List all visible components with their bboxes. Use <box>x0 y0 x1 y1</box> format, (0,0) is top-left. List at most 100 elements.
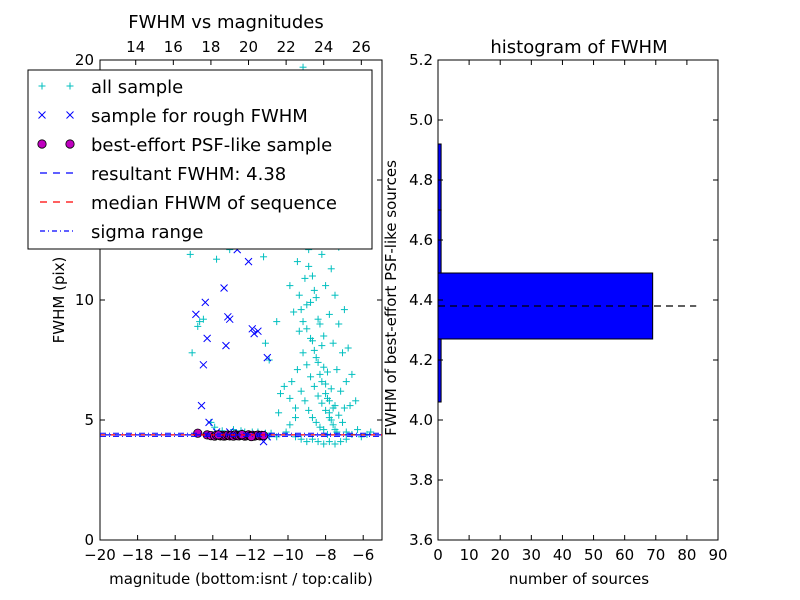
histogram-x-tick-label: 70 <box>646 546 665 564</box>
legend-label-rough-fwhm: sample for rough FWHM <box>91 106 308 127</box>
all-sample-point <box>286 421 294 429</box>
legend-marker-2 <box>38 111 46 119</box>
all-sample-point <box>301 397 309 405</box>
all-sample-point <box>348 370 356 378</box>
rough-fwhm-point-b <box>222 341 230 350</box>
all-sample-point <box>322 282 330 290</box>
all-sample-point <box>312 354 320 362</box>
rough-fwhm-point-b <box>244 257 253 266</box>
rough-fwhm-point <box>244 257 253 266</box>
rough-fwhm-point <box>201 298 210 307</box>
all-sample-point <box>303 438 311 446</box>
rough-fwhm-point-b <box>254 327 262 336</box>
all-sample-point <box>290 308 298 316</box>
all-sample-point <box>288 378 296 386</box>
rough-fwhm-point <box>197 401 206 410</box>
all-sample-point <box>188 349 196 357</box>
all-sample-point <box>273 318 281 326</box>
all-sample-point <box>308 414 316 422</box>
all-sample-point <box>354 426 362 434</box>
histogram-y-tick-label: 4.4 <box>409 291 433 309</box>
all-sample-point <box>308 272 316 280</box>
all-sample-point <box>310 286 318 294</box>
all-sample-point <box>352 397 360 405</box>
scatter-x-tick-label: −6 <box>352 546 374 564</box>
all-sample-point <box>297 435 305 443</box>
all-sample-point <box>340 404 348 412</box>
all-sample-point <box>293 258 301 266</box>
all-sample-point <box>295 291 303 299</box>
all-sample-point <box>342 435 350 443</box>
rough-fwhm-point <box>250 329 259 338</box>
psf-like-point <box>258 430 269 441</box>
legend-markers <box>37 82 75 232</box>
all-sample-point <box>280 382 288 390</box>
scatter-x-tick-label: −18 <box>122 546 154 564</box>
all-sample-point <box>299 318 307 326</box>
scatter-top-tick-label: 22 <box>277 38 296 56</box>
all-sample-point <box>314 315 322 323</box>
scatter-top-tick-label: 26 <box>352 38 371 56</box>
all-sample-point <box>196 318 204 326</box>
all-sample-point <box>335 411 343 419</box>
all-sample-point <box>297 387 305 395</box>
all-sample-point <box>333 366 341 374</box>
all-sample-point <box>329 339 337 347</box>
all-sample-point <box>295 327 303 335</box>
rough-fwhm-point-b <box>201 298 210 307</box>
all-sample-point <box>322 390 330 398</box>
scatter-x-tick-label: −14 <box>197 546 229 564</box>
histogram-x-tick-label: 10 <box>460 546 479 564</box>
all-sample-point <box>331 440 339 448</box>
all-sample-point <box>344 344 352 352</box>
all-sample-point <box>325 397 333 405</box>
all-sample-point <box>322 406 330 414</box>
legend-marker-2-b <box>38 111 46 119</box>
histogram-x-tick-label: 0 <box>433 546 443 564</box>
all-sample-point <box>335 320 343 328</box>
all-sample-point <box>322 380 330 388</box>
rough-fwhm-point-b <box>203 334 212 343</box>
scatter-x-axis-label: magnitude (bottom:isnt / top:calib) <box>109 570 373 588</box>
all-sample-point <box>331 291 339 299</box>
all-sample-point <box>325 438 333 446</box>
rough-fwhm-point-b <box>250 329 259 338</box>
histogram-y-tick-label: 5.0 <box>409 111 433 129</box>
all-sample-point <box>316 423 324 431</box>
histogram-x-axis-label: number of sources <box>509 570 649 588</box>
histogram-y-tick-label: 5.2 <box>409 51 433 69</box>
all-sample-point <box>314 392 322 400</box>
rough-fwhm-point-b <box>199 360 208 369</box>
all-sample-point <box>320 363 328 371</box>
histogram-bar-4 <box>437 143 442 211</box>
reference-lines <box>100 432 382 437</box>
all-sample-point <box>301 274 309 282</box>
all-sample-point <box>292 404 300 412</box>
all-sample-point <box>318 378 326 386</box>
all-sample-point <box>337 387 345 395</box>
histogram-y-tick-label: 4.2 <box>409 351 433 369</box>
scatter-x-tick-label: −10 <box>272 546 304 564</box>
all-sample-point <box>286 282 294 290</box>
all-sample-point <box>305 262 313 270</box>
all-sample-point <box>308 435 316 443</box>
legend-marker-1b <box>66 82 74 90</box>
rough-fwhm-point <box>220 284 228 292</box>
legend-box <box>27 69 373 250</box>
all-sample-point <box>314 438 322 446</box>
all-sample-point <box>318 250 326 258</box>
all-sample-point <box>261 339 269 347</box>
histogram-y-axis-label: FWHM of best-effort PSF-like sources <box>382 160 400 436</box>
histogram-y-ticks: 3.6 3.8 4.0 4.2 4.4 4.6 4.8 5.0 5.2 <box>409 51 718 549</box>
all-sample-point <box>325 310 333 318</box>
legend-marker-2b <box>66 111 74 119</box>
all-sample-point <box>316 320 324 328</box>
scatter-y-tick-label: 0 <box>84 531 94 549</box>
scatter-x-tick-label: −8 <box>315 546 337 564</box>
histogram-bar-2 <box>437 272 654 340</box>
legend-marker-1 <box>38 82 46 90</box>
rough-fwhm-point <box>263 353 272 362</box>
all-sample-point <box>293 366 301 374</box>
histogram-bar-3 <box>437 209 442 274</box>
